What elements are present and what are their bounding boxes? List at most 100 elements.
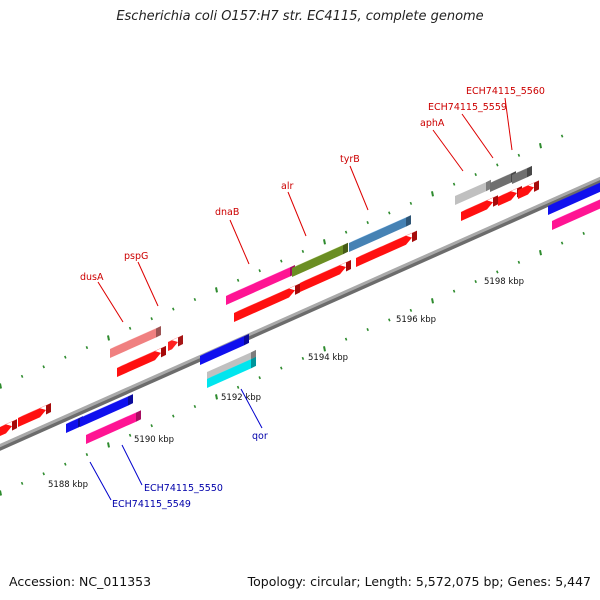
tick-mark-lower [452,289,456,293]
gene-labels: dusA pspG dnaB alr tyrB aphA ECH74115_55… [80,86,545,510]
tick-mark-lower [107,442,110,448]
gene-blue-mid [200,333,249,365]
gene-red-3 [300,260,351,292]
gene-red-4 [356,230,417,267]
tick-mark-upper [517,153,521,157]
gene-right-pink [552,199,600,230]
tick-mark-lower [301,356,305,360]
tick-mark-lower [20,481,24,485]
tick-mark-lower [280,366,283,370]
tick-mark-upper [452,182,456,186]
tick-mark-upper [42,365,45,369]
gene-label-ECH74115_5549: ECH74115_5549 [112,499,191,510]
tick-mark-lower [409,308,413,312]
gene-features [0,165,600,444]
gene-label-dnaB: dnaB [215,207,239,218]
gene-label-ECH74115_5559: ECH74115_5559 [428,102,507,113]
tick-mark-upper [409,201,413,205]
gene-aphA [455,179,491,205]
tick-marks [0,134,585,496]
accession-label: Accession: NC_011353 [9,574,152,589]
tick-mark-lower [258,376,261,380]
tick-mark-lower [128,433,132,437]
tick-mark-lower [42,472,45,476]
tick-mark-lower [323,346,326,352]
gene-qor [207,356,256,388]
tick-mark-lower [431,298,434,304]
tick-mark-upper [20,374,24,378]
topology-summary: Topology: circular; Length: 5,572,075 bp… [247,574,591,589]
tick-mark-lower [150,424,153,428]
tick-mark-lower [85,453,89,457]
tick-mark-upper [496,163,499,167]
tick-mark-lower [560,241,564,245]
tick-mark-lower [517,260,521,264]
tick-mark-lower [64,462,67,466]
kbp-label-5192: 5192 kbp [221,393,261,403]
kbp-label-5198: 5198 kbp [484,277,524,287]
gene-alr [292,242,348,277]
gene-label-pspG: pspG [124,251,148,262]
gene-right-blue [548,182,600,215]
tick-mark-lower [172,414,175,418]
gene-ECH74115_5550 [86,410,141,444]
kbp-labels: 5188 kbp 5190 kbp 5192 kbp 5194 kbp 5196… [48,277,524,490]
tick-mark-upper [301,249,305,253]
gene-label-ECH74115_5560: ECH74115_5560 [466,86,545,97]
gene-label-qor: qor [252,431,268,442]
tick-mark-upper [236,278,240,282]
tick-mark-lower [366,328,369,332]
kbp-label-5188: 5188 kbp [48,480,88,490]
tick-mark-lower [496,270,499,274]
gene-red-2 [234,283,300,322]
tick-mark-lower [344,337,348,341]
tick-mark-lower [215,394,218,400]
tick-mark-upper [107,335,110,341]
map-title: Escherichia coli O157:H7 str. EC4115, co… [116,9,484,24]
gene-red-left-2 [18,403,51,427]
tick-mark-upper [344,230,348,234]
gene-red-5 [461,195,498,221]
gene-red-1 [117,345,166,377]
tick-mark-upper [0,383,2,389]
label-leaders [89,97,513,501]
gene-label-dusA: dusA [80,272,104,283]
gene-red-7 [518,180,539,199]
tick-mark-upper [85,346,89,350]
tick-mark-upper [431,191,434,197]
tick-mark-upper [539,143,542,149]
gene-red-left-1 [0,419,17,436]
tick-mark-upper [215,287,218,293]
gene-ECH74115_5549 [80,394,133,427]
tick-mark-upper [323,239,326,245]
kbp-label-5190: 5190 kbp [134,435,174,445]
tick-mark-lower [474,279,477,284]
tick-mark-upper [258,269,261,273]
kbp-label-5194: 5194 kbp [308,353,348,363]
gene-ECH74115_5560 [512,165,532,184]
genome-backbone [0,176,600,451]
tick-mark-lower [0,490,2,496]
gene-label-aphA: aphA [420,118,445,129]
tick-mark-upper [150,317,153,321]
tick-mark-upper [193,297,197,302]
gene-label-tyrB: tyrB [340,154,360,165]
tick-mark-upper [172,307,175,311]
gene-pspG [168,335,183,351]
tick-mark-upper [366,221,369,225]
tick-mark-upper [474,172,477,177]
tick-mark-lower [582,231,585,236]
tick-mark-upper [128,326,132,330]
gene-tyrB [349,215,411,252]
tick-mark-upper [64,355,67,359]
kbp-label-5196: 5196 kbp [396,315,436,325]
tick-mark-lower [236,385,240,389]
tick-mark-upper [560,134,564,138]
tick-mark-lower [388,318,391,322]
gene-label-ECH74115_5550: ECH74115_5550 [144,483,223,494]
tick-mark-upper [388,211,391,215]
gene-dusA [110,326,161,358]
tick-mark-lower [539,250,542,256]
gene-label-alr: alr [281,181,293,192]
